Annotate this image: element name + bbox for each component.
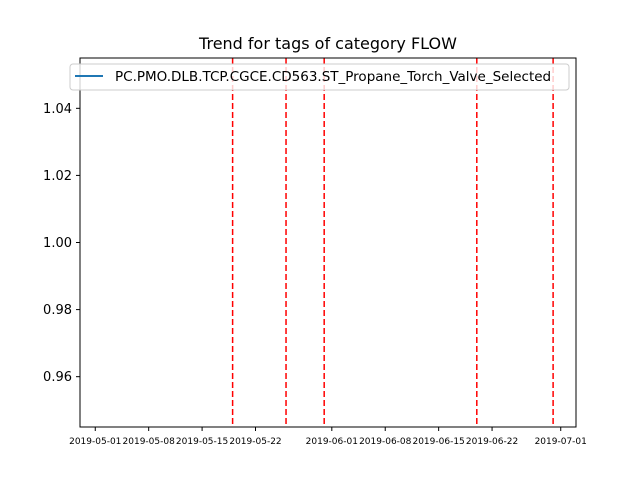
reference-lines: [231, 58, 554, 427]
y-tick-label: 1.04: [43, 102, 72, 117]
legend-label: PC.PMO.DLB.TCP.CGCE.CD563.ST_Propane_Tor…: [115, 69, 551, 85]
x-tick-label: 2019-06-15: [412, 437, 464, 447]
x-tick-label: 2019-05-01: [69, 437, 121, 447]
y-tick-label: 0.96: [43, 370, 72, 385]
legend-box: [69, 63, 570, 91]
y-tick-label: 1.02: [43, 169, 72, 184]
x-tick-label: 2019-06-22: [466, 437, 518, 447]
x-tick-label: 2019-06-01: [306, 437, 358, 447]
y-tick-label: 1.00: [43, 236, 72, 251]
x-tick-label: 2019-05-22: [229, 437, 281, 447]
x-tick-label: 2019-05-08: [123, 437, 176, 447]
x-tick-label: 2019-05-15: [176, 437, 228, 447]
x-tick-label: 2019-06-08: [359, 437, 412, 447]
chart-title: Trend for tags of category FLOW: [198, 34, 457, 53]
y-tick-label: 0.98: [43, 303, 72, 318]
legend: PC.PMO.DLB.TCP.CGCE.CD563.ST_Propane_Tor…: [69, 63, 570, 91]
x-tick-label: 2019-07-01: [535, 437, 587, 447]
axes: 0.96 0.98 1.00 1.02 1.04 2019-05-01 2019-05-08…: [43, 57, 587, 447]
